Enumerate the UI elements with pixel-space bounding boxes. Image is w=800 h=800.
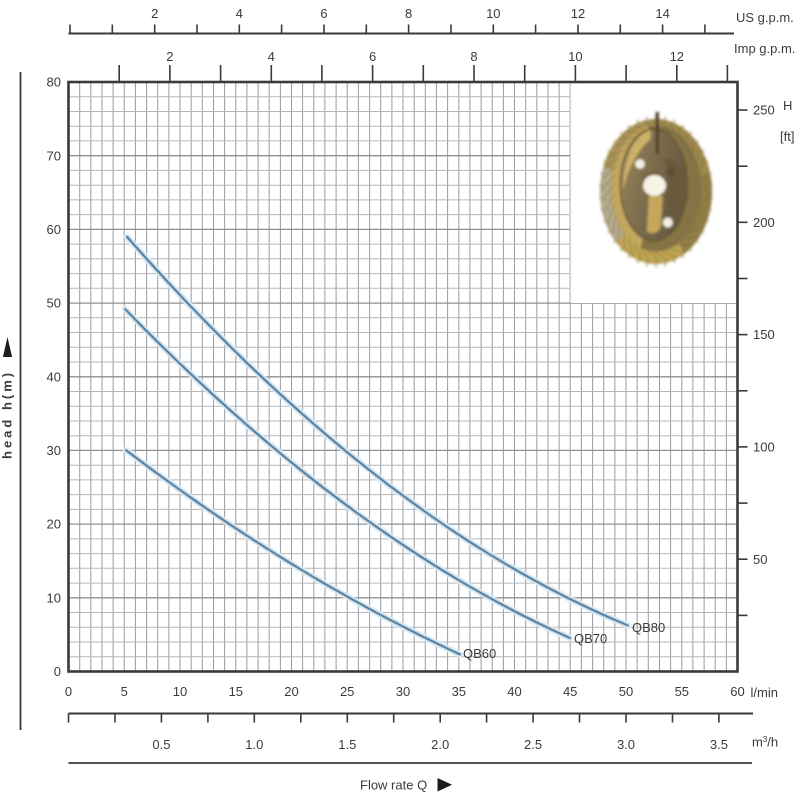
svg-text:1.5: 1.5 (338, 737, 356, 752)
svg-text:10: 10 (173, 684, 187, 699)
svg-text:14: 14 (655, 6, 669, 21)
svg-text:200: 200 (753, 215, 775, 230)
svg-text:10: 10 (47, 590, 61, 605)
svg-text:30: 30 (47, 443, 61, 458)
svg-text:50: 50 (753, 552, 767, 567)
svg-text:60: 60 (730, 684, 744, 699)
svg-text:50: 50 (619, 684, 633, 699)
svg-text:8: 8 (405, 6, 412, 21)
svg-text:Flow rate Q: Flow rate Q (360, 778, 427, 793)
svg-text:55: 55 (675, 684, 689, 699)
svg-text:12: 12 (670, 49, 684, 64)
svg-text:12: 12 (571, 6, 585, 21)
svg-text:35: 35 (452, 684, 466, 699)
svg-text:4: 4 (236, 6, 243, 21)
svg-text:250: 250 (753, 103, 775, 118)
svg-text:15: 15 (229, 684, 243, 699)
svg-text:m3/h: m3/h (752, 735, 778, 750)
svg-text:45: 45 (563, 684, 577, 699)
svg-text:80: 80 (47, 75, 61, 90)
svg-text:H: H (783, 98, 792, 113)
svg-text:10: 10 (568, 49, 582, 64)
svg-text:25: 25 (340, 684, 354, 699)
svg-text:5: 5 (121, 684, 128, 699)
svg-text:2: 2 (151, 6, 158, 21)
svg-text:100: 100 (753, 440, 775, 455)
svg-text:1.0: 1.0 (245, 737, 263, 752)
svg-text:20: 20 (284, 684, 298, 699)
svg-text:0: 0 (65, 684, 72, 699)
svg-text:4: 4 (268, 49, 275, 64)
svg-text:10: 10 (486, 6, 500, 21)
svg-text:l/min: l/min (751, 685, 778, 700)
svg-text:[ft]: [ft] (780, 129, 794, 144)
svg-text:70: 70 (47, 148, 61, 163)
svg-text:QB70: QB70 (574, 631, 607, 646)
svg-text:3.5: 3.5 (710, 737, 728, 752)
svg-text:6: 6 (369, 49, 376, 64)
svg-text:2.5: 2.5 (524, 737, 542, 752)
svg-text:QB80: QB80 (632, 620, 665, 635)
svg-text:3.0: 3.0 (617, 737, 635, 752)
svg-text:50: 50 (47, 296, 61, 311)
svg-text:Imp g.p.m.: Imp g.p.m. (734, 41, 795, 56)
svg-text:40: 40 (47, 369, 61, 384)
svg-text:8: 8 (470, 49, 477, 64)
svg-text:2.0: 2.0 (431, 737, 449, 752)
svg-text:30: 30 (396, 684, 410, 699)
svg-text:QB60: QB60 (463, 646, 496, 661)
svg-text:40: 40 (507, 684, 521, 699)
svg-text:0.5: 0.5 (152, 737, 170, 752)
svg-text:150: 150 (753, 327, 775, 342)
svg-text:head h(m): head h(m) (0, 370, 15, 459)
svg-text:2: 2 (166, 49, 173, 64)
svg-text:6: 6 (320, 6, 327, 21)
svg-text:20: 20 (47, 517, 61, 532)
svg-text:0: 0 (54, 664, 61, 679)
svg-text:60: 60 (47, 222, 61, 237)
svg-text:US g.p.m.: US g.p.m. (736, 10, 794, 25)
